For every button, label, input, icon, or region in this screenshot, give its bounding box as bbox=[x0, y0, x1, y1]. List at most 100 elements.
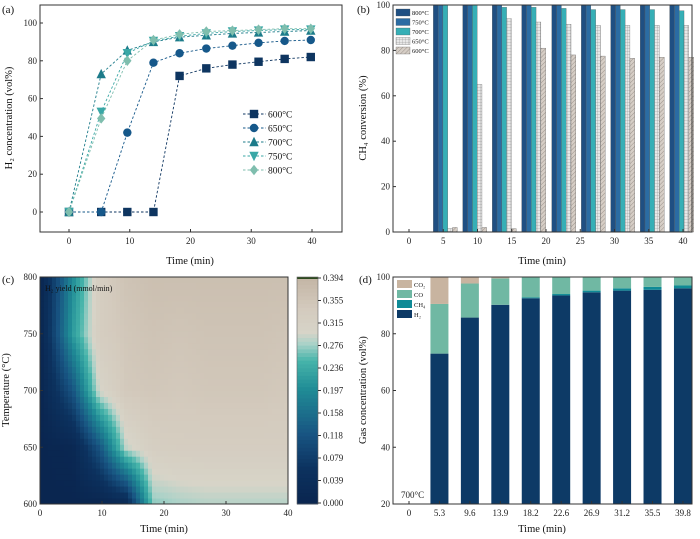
heatmap-cell bbox=[80, 414, 85, 421]
heatmap-cell bbox=[204, 318, 209, 326]
heatmap-cell bbox=[68, 426, 73, 433]
heatmap-cell bbox=[116, 450, 121, 457]
y-tick-label: 40 bbox=[381, 136, 391, 146]
heatmap-cell bbox=[208, 444, 213, 451]
heatmap-cell bbox=[72, 492, 77, 499]
heatmap-cell bbox=[180, 396, 185, 403]
heatmap-cell bbox=[144, 348, 149, 356]
heatmap-cell bbox=[260, 450, 265, 457]
heatmap-cell bbox=[168, 456, 173, 463]
heatmap-cell bbox=[140, 420, 145, 427]
heatmap-cell bbox=[208, 468, 213, 475]
heatmap-cell bbox=[52, 372, 57, 380]
bar bbox=[654, 25, 660, 233]
x-tick-label: 10 bbox=[473, 236, 483, 246]
heatmap-cell bbox=[100, 480, 105, 487]
heatmap-cell bbox=[144, 324, 149, 332]
heatmap-cell bbox=[160, 450, 165, 457]
heatmap-cell bbox=[252, 432, 257, 439]
heatmap-cell bbox=[96, 408, 101, 415]
heatmap-cell bbox=[44, 277, 49, 284]
heatmap-cell bbox=[56, 324, 61, 332]
heatmap-cell bbox=[172, 384, 177, 391]
heatmap-cell bbox=[248, 300, 253, 308]
heatmap-cell bbox=[160, 408, 165, 415]
heatmap-cell bbox=[164, 492, 169, 499]
heatmap-cell bbox=[284, 462, 289, 469]
heatmap-cell bbox=[72, 288, 77, 296]
heatmap-cell bbox=[264, 444, 269, 451]
heatmap-cell bbox=[176, 468, 181, 475]
heatmap-cell bbox=[52, 324, 57, 332]
heatmap-cell bbox=[164, 390, 169, 397]
heatmap-cell bbox=[172, 312, 177, 320]
heatmap-cell bbox=[96, 462, 101, 469]
heatmap-cell bbox=[232, 396, 237, 403]
heatmap-cell bbox=[120, 486, 125, 493]
legend-item: CO₂ bbox=[397, 280, 425, 289]
heatmap-cell bbox=[244, 354, 249, 362]
heatmap-cell bbox=[92, 492, 97, 499]
heatmap-cell bbox=[88, 330, 93, 338]
heatmap-cell bbox=[72, 282, 77, 290]
bar-segment bbox=[582, 290, 601, 293]
heatmap-cell bbox=[252, 306, 257, 314]
heatmap-cell bbox=[248, 306, 253, 314]
heatmap-cell bbox=[80, 378, 85, 386]
heatmap-cell bbox=[204, 456, 209, 463]
heatmap-cell bbox=[280, 462, 285, 469]
x-tick-label: 20 bbox=[542, 236, 552, 246]
heatmap-cell bbox=[224, 336, 229, 344]
heatmap-cell bbox=[152, 330, 157, 338]
heatmap-cell bbox=[196, 480, 201, 487]
heatmap-cell bbox=[248, 468, 253, 475]
heatmap-cell bbox=[212, 474, 217, 481]
heatmap-cell bbox=[120, 450, 125, 457]
y-axis-label: Gas concentration (vol%) bbox=[358, 336, 369, 444]
heatmap-cell bbox=[144, 312, 149, 320]
heatmap-cell bbox=[204, 372, 209, 380]
colorbar-segment bbox=[297, 322, 318, 327]
heatmap-cell bbox=[276, 277, 281, 284]
heatmap-cell bbox=[64, 444, 69, 451]
heatmap-cell bbox=[268, 390, 273, 397]
heatmap-cell bbox=[68, 294, 73, 302]
heatmap-cell bbox=[144, 330, 149, 338]
heatmap-cell bbox=[172, 348, 177, 356]
heatmap-cell bbox=[232, 408, 237, 415]
heatmap-cell bbox=[200, 282, 205, 290]
heatmap-cell bbox=[256, 408, 261, 415]
heatmap-cell bbox=[68, 306, 73, 314]
bar-segment bbox=[430, 303, 449, 354]
heatmap-cell bbox=[260, 360, 265, 368]
heatmap-cell bbox=[68, 456, 73, 463]
heatmap-cell bbox=[84, 318, 89, 326]
heatmap-cell bbox=[108, 336, 113, 344]
heatmap-cell bbox=[236, 426, 241, 433]
heatmap-cell bbox=[260, 438, 265, 445]
heatmap-cell bbox=[108, 366, 113, 374]
heatmap-cell bbox=[152, 498, 157, 505]
heatmap-cell bbox=[280, 390, 285, 397]
heatmap-cell bbox=[56, 492, 61, 499]
heatmap-cell bbox=[56, 408, 61, 415]
heatmap-cell bbox=[140, 288, 145, 296]
colorbar-segment bbox=[297, 424, 318, 429]
heatmap-cell bbox=[120, 312, 125, 320]
heatmap-cell bbox=[108, 306, 113, 314]
heatmap-cell bbox=[256, 456, 261, 463]
heatmap-cell bbox=[272, 456, 277, 463]
heatmap-cell bbox=[140, 282, 145, 290]
y-tick-label: 20 bbox=[28, 169, 38, 179]
bar bbox=[551, 4, 557, 233]
heatmap-cell bbox=[208, 384, 213, 391]
heatmap-cell bbox=[56, 444, 61, 451]
heatmap-cell bbox=[100, 420, 105, 427]
heatmap-cell bbox=[208, 282, 213, 290]
heatmap-cell bbox=[216, 396, 221, 403]
heatmap-cell bbox=[160, 390, 165, 397]
heatmap-cell bbox=[252, 414, 257, 421]
heatmap-cell bbox=[168, 318, 173, 326]
heatmap-cell bbox=[248, 312, 253, 320]
heatmap-cell bbox=[236, 277, 241, 284]
